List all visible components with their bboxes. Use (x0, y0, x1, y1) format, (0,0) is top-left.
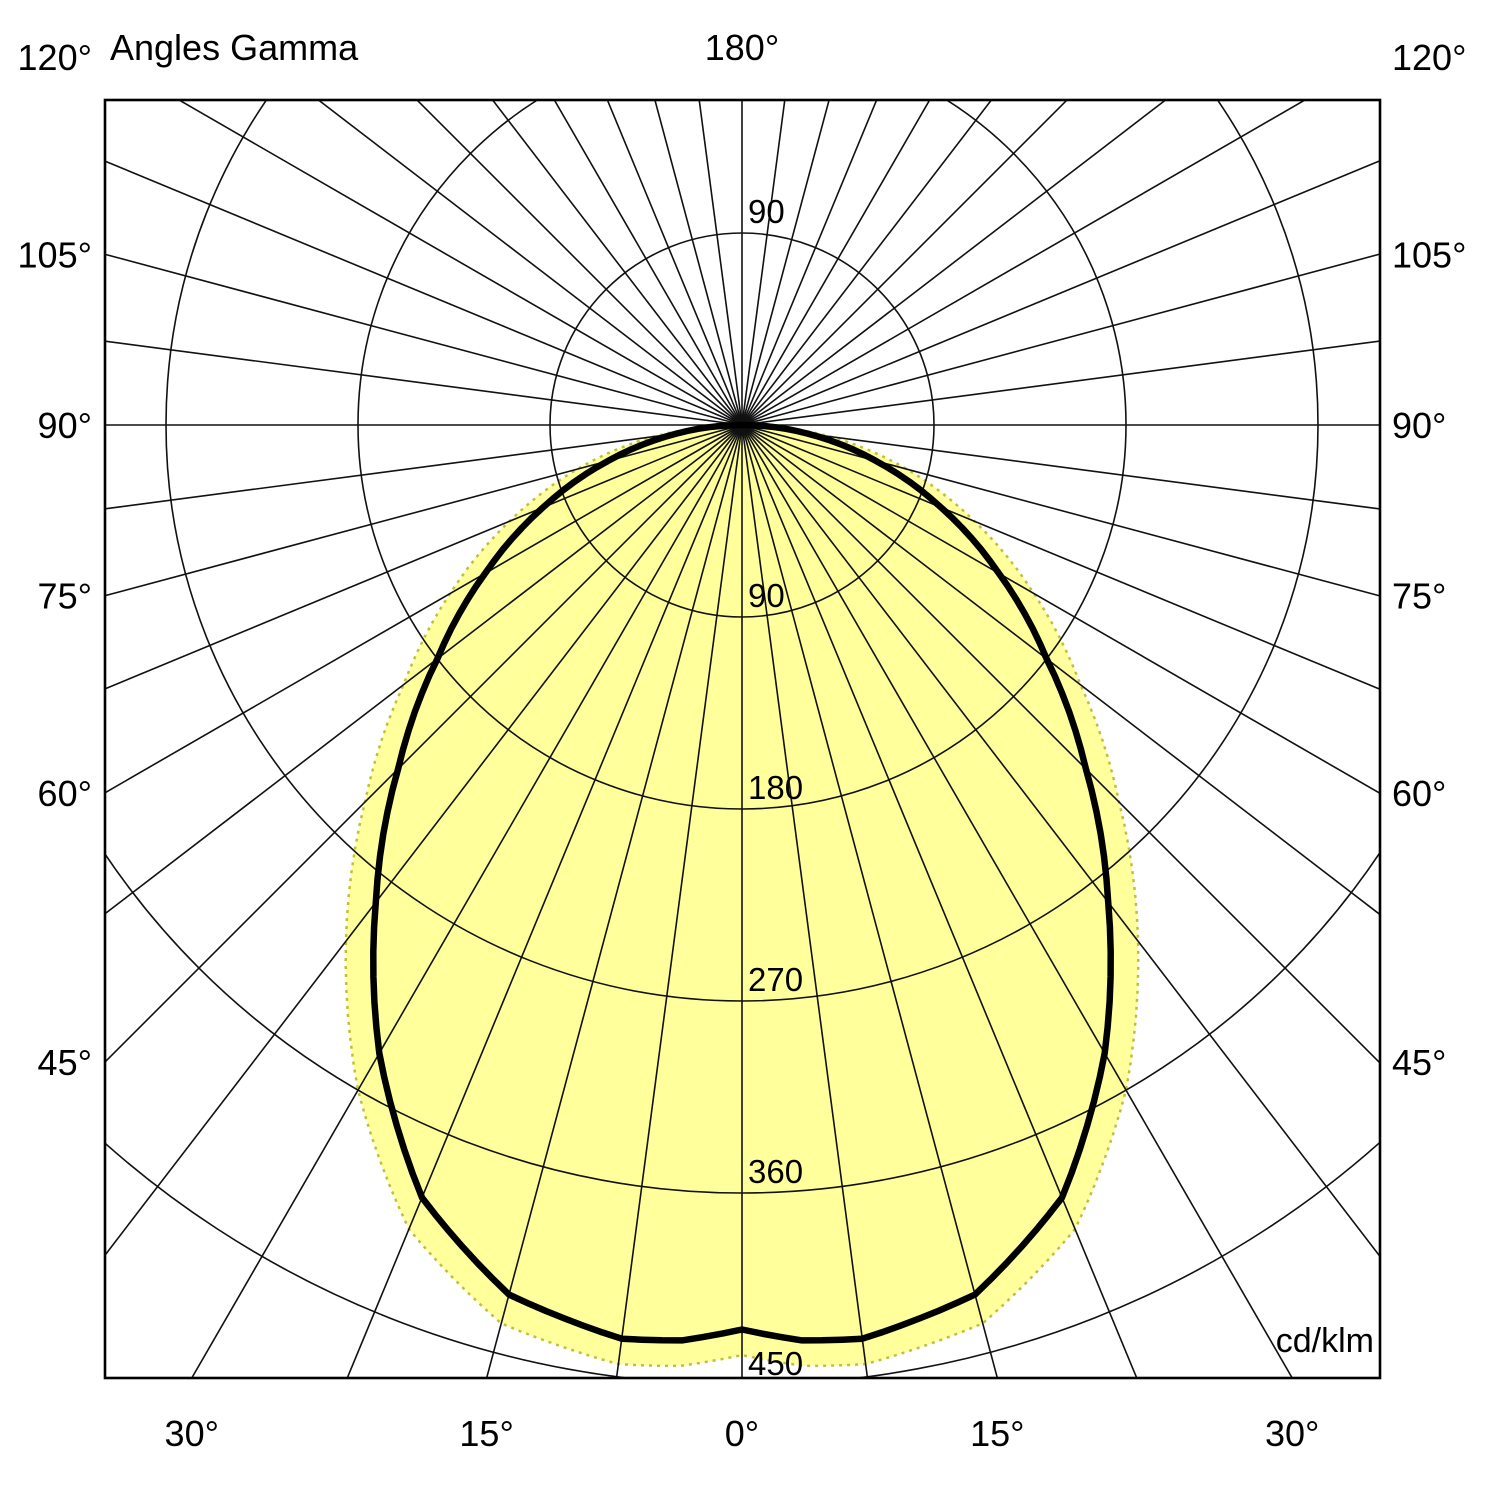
ring-label-270: 270 (748, 961, 803, 998)
grid-ray (741, 424, 1380, 691)
grid-ray (190, 424, 743, 1378)
grid-ray (741, 253, 1380, 426)
grid-ray (741, 424, 999, 1378)
grid-ray (741, 424, 1380, 510)
grid-ray (741, 100, 830, 426)
grid-ray (491, 100, 743, 426)
grid-ray (317, 100, 743, 426)
grid-ray (105, 424, 743, 1257)
gamma-label-left-45: 45° (38, 1042, 92, 1083)
ring-label-360: 360 (748, 1153, 803, 1190)
gamma-label-right-90: 90° (1392, 405, 1446, 446)
grid-ray (606, 100, 743, 426)
grid-ray (741, 100, 931, 426)
unit-label: cd/klm (1276, 1322, 1374, 1360)
gamma-label-bottom-3: 15° (970, 1413, 1024, 1454)
gamma-label-right-120: 120° (1392, 37, 1466, 78)
grid-ray (553, 100, 743, 426)
gamma-label-left-105: 105° (18, 234, 92, 275)
grid-ray (105, 340, 743, 426)
ring-label-180: 180 (748, 769, 803, 806)
gamma-label-bottom-1: 15° (459, 1413, 513, 1454)
grid-ray (346, 424, 743, 1378)
ring-label-90: 90 (748, 577, 785, 614)
grid-ray (105, 160, 743, 426)
gamma-label-bottom-0: 30° (165, 1413, 219, 1454)
grid-ray (105, 424, 743, 794)
gamma-label-left-75: 75° (38, 576, 92, 617)
grid-ray (615, 424, 743, 1378)
grid-ray (105, 424, 743, 690)
gamma-label-left-60: 60° (38, 773, 92, 814)
grid-ray (741, 424, 1380, 1258)
grid-ray (105, 424, 743, 510)
diagram-title: Angles Gamma (110, 27, 359, 68)
gamma-label-right-60: 60° (1392, 773, 1446, 814)
grid-ray (105, 424, 743, 915)
grid-ray (741, 424, 1380, 916)
grid-ray (485, 424, 743, 1378)
ring-label-top-90: 90 (748, 193, 785, 230)
top-angle-label: 180° (705, 27, 779, 68)
grid-ray (741, 340, 1380, 426)
gamma-label-left-90: 90° (38, 405, 92, 446)
grid-ray (741, 424, 1380, 597)
grid-ray (741, 424, 1138, 1378)
grid-ray (741, 100, 878, 426)
grid-ray (105, 424, 743, 1064)
grid-ray (741, 100, 1167, 426)
grid-ray (741, 424, 1380, 795)
gamma-label-right-75: 75° (1392, 576, 1446, 617)
grid-ray (177, 100, 743, 426)
gamma-label-right-45: 45° (1392, 1042, 1446, 1083)
grid-ray (415, 100, 743, 426)
grid-ray (741, 424, 1294, 1378)
grid-ray (741, 100, 993, 426)
ring-label-450: 450 (748, 1345, 803, 1382)
plot-border (103, 98, 1382, 1380)
grid-ray (741, 100, 786, 426)
grid-ray (105, 253, 743, 426)
grid-ray (654, 100, 743, 426)
gamma-label-bottom-4: 30° (1265, 1413, 1319, 1454)
grid-ray (741, 424, 869, 1378)
gamma-label-right-105: 105° (1392, 234, 1466, 275)
grid-ray (741, 424, 1380, 1065)
grid-ray (741, 100, 1307, 426)
gamma-label-bottom-2: 0° (725, 1413, 759, 1454)
grid-ray (698, 100, 743, 426)
intensity-curve (370, 421, 1114, 1344)
grid-ray (741, 100, 1069, 426)
grid-ray (105, 424, 743, 597)
gamma-label-left-120: 120° (18, 37, 92, 78)
grid-ray (741, 159, 1380, 426)
